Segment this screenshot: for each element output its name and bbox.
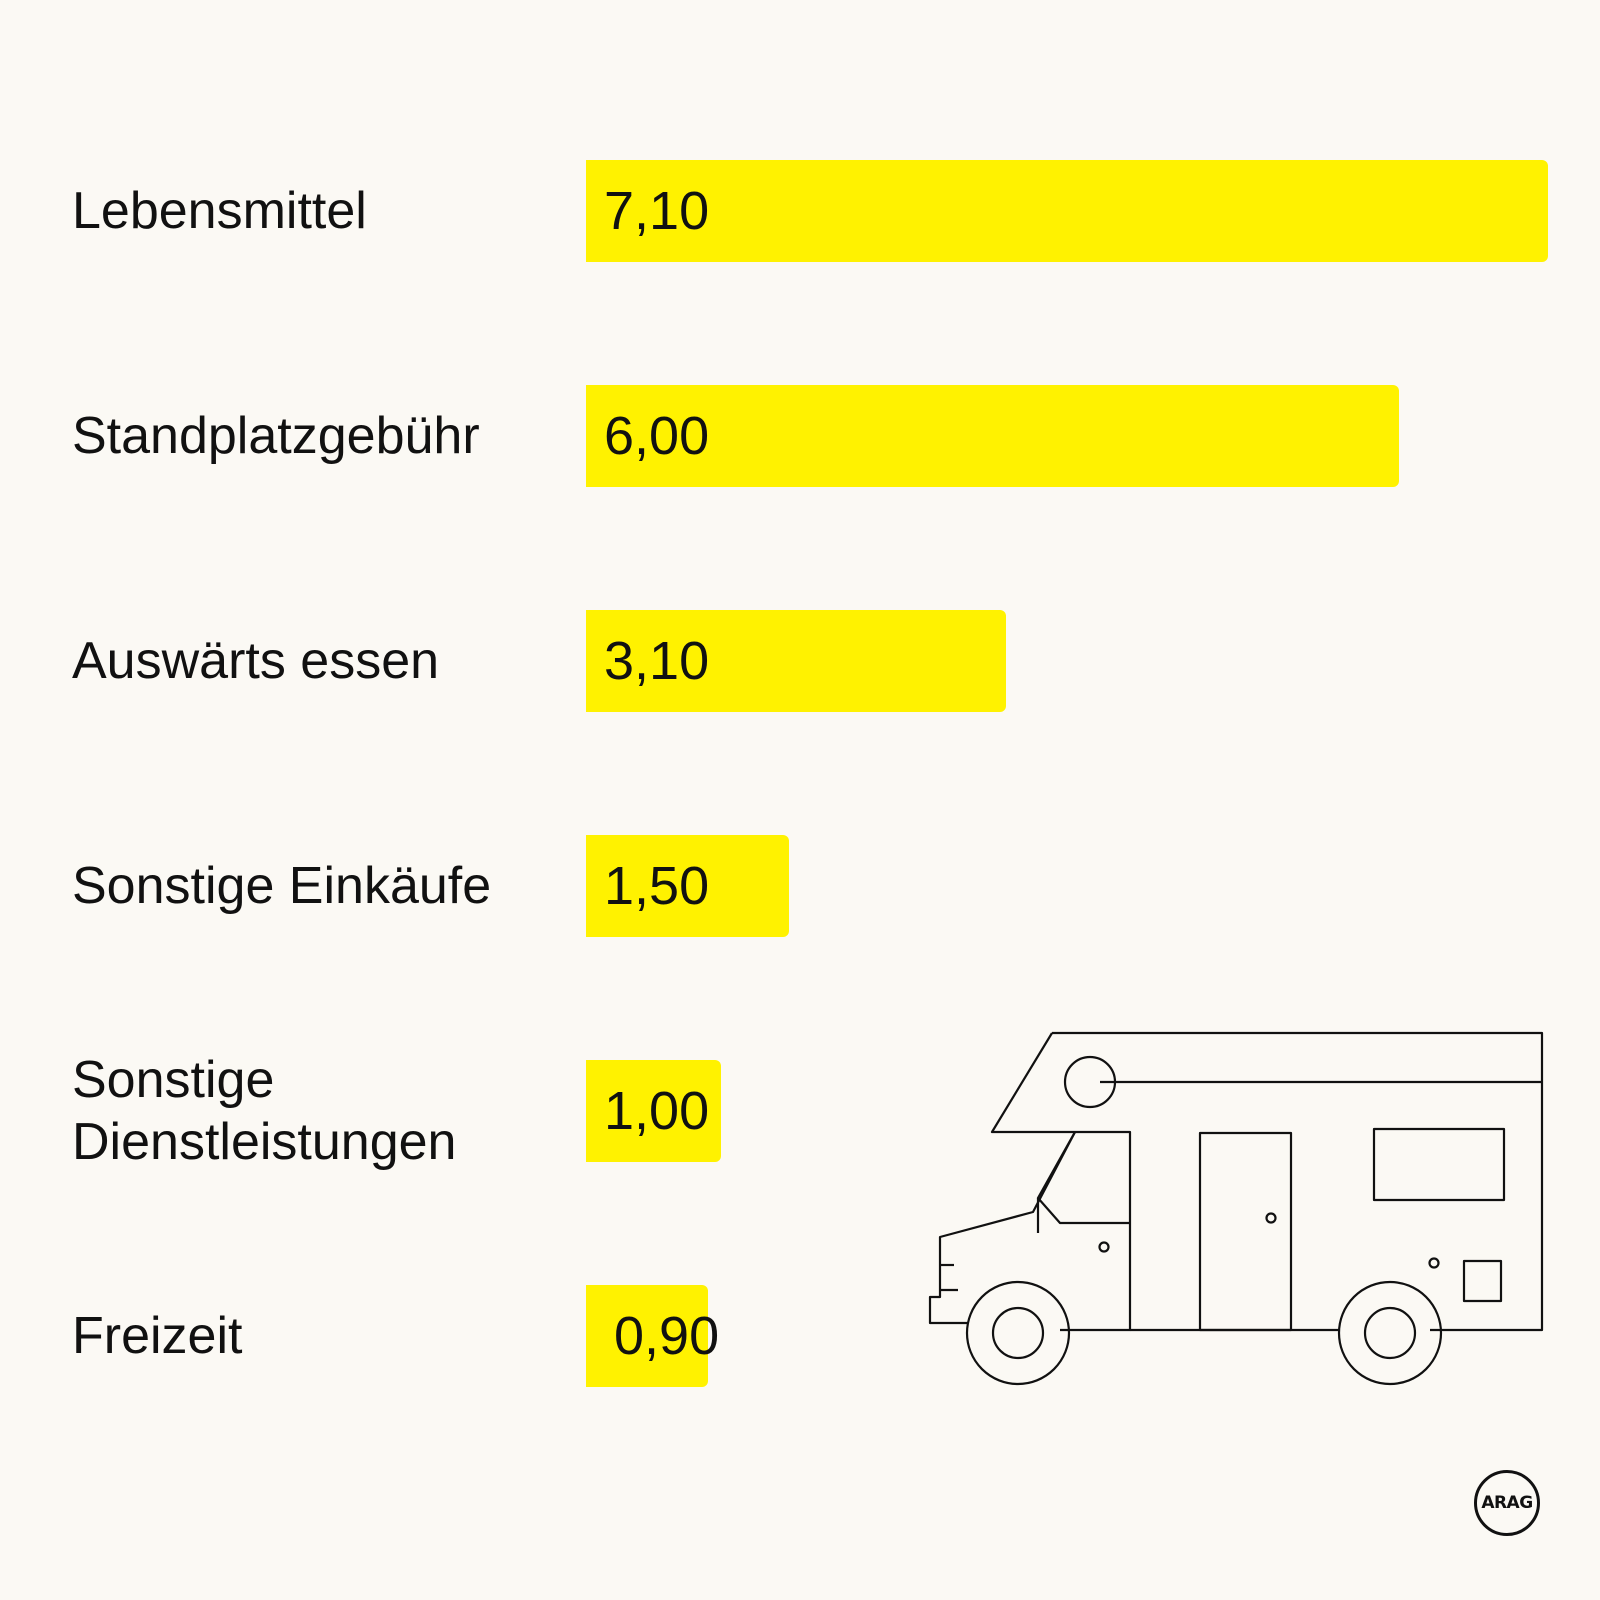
bar: [586, 1060, 722, 1162]
camper-van-icon: [928, 1031, 1544, 1386]
category-label: Lebensmittel: [72, 182, 367, 240]
value-label: 3,10: [604, 631, 710, 691]
value-label: 7,10: [604, 181, 710, 241]
bar: [586, 610, 1007, 712]
bar: [586, 835, 790, 937]
bar: [586, 1285, 708, 1387]
category-label: Auswärts essen: [72, 632, 440, 690]
arag-logo: ARAG: [1474, 1470, 1540, 1536]
category-label: Sonstige Dienstleistungen: [72, 1051, 457, 1171]
category-label: Sonstige Einkäufe: [72, 857, 492, 915]
bar: [586, 160, 1548, 262]
category-label: Standplatzgebühr: [72, 407, 480, 465]
value-label: 0,90: [614, 1306, 720, 1366]
bar: [586, 385, 1399, 487]
value-label: 1,50: [604, 856, 710, 916]
logo-text: ARAG: [1481, 1493, 1533, 1513]
value-label: 1,00: [604, 1081, 710, 1141]
value-label: 6,00: [604, 406, 710, 466]
category-label: Freizeit: [72, 1307, 243, 1365]
